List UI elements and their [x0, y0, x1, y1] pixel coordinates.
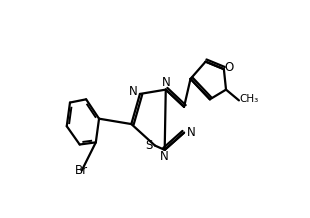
Text: O: O	[225, 61, 234, 73]
Text: N: N	[129, 85, 138, 98]
Text: N: N	[187, 126, 195, 139]
Text: Br: Br	[75, 164, 88, 177]
Text: N: N	[162, 76, 170, 89]
Text: N: N	[160, 150, 169, 163]
Text: S: S	[145, 139, 152, 152]
Text: CH₃: CH₃	[239, 94, 258, 104]
